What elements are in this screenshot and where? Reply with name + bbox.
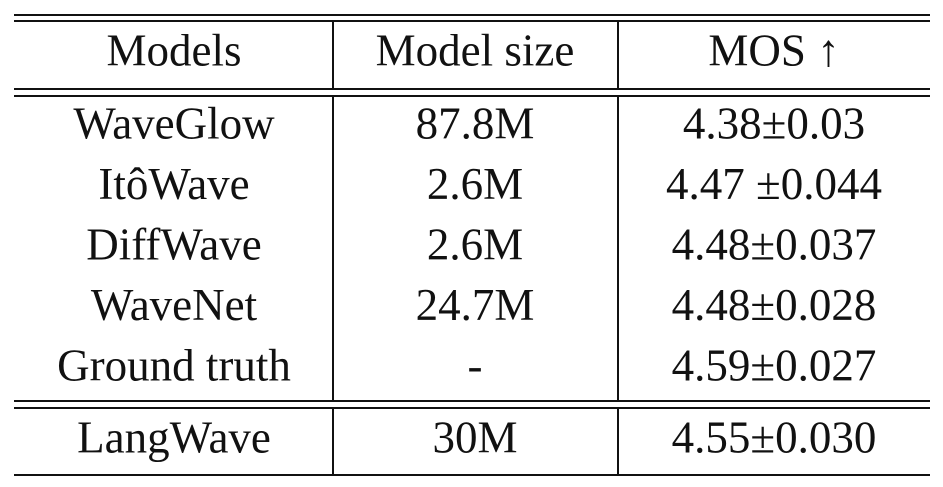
header-cell: Model size — [376, 25, 575, 75]
cell: 4.38±0.03 — [683, 98, 865, 148]
cell: - — [468, 340, 483, 390]
cell: 24.7M — [416, 280, 535, 330]
cell: 4.47 ±0.044 — [666, 159, 882, 209]
cell: 30M — [432, 412, 517, 462]
cell: DiffWave — [86, 219, 261, 269]
cell: WaveGlow — [73, 98, 275, 148]
cell: 87.8M — [416, 98, 535, 148]
header-cell: Models — [107, 25, 242, 75]
cell: 4.48±0.037 — [672, 219, 877, 269]
cell: 2.6M — [427, 159, 523, 209]
cell: 4.55±0.030 — [672, 412, 877, 462]
header-cell: MOS ↑ — [708, 25, 839, 75]
cell: 4.59±0.027 — [672, 340, 877, 390]
cell: WaveNet — [91, 280, 258, 330]
cell: 4.48±0.028 — [672, 280, 877, 330]
cell: LangWave — [77, 412, 271, 462]
cell: ItôWave — [98, 159, 249, 209]
cell: Ground truth — [57, 340, 291, 390]
cell: 2.6M — [427, 219, 523, 269]
